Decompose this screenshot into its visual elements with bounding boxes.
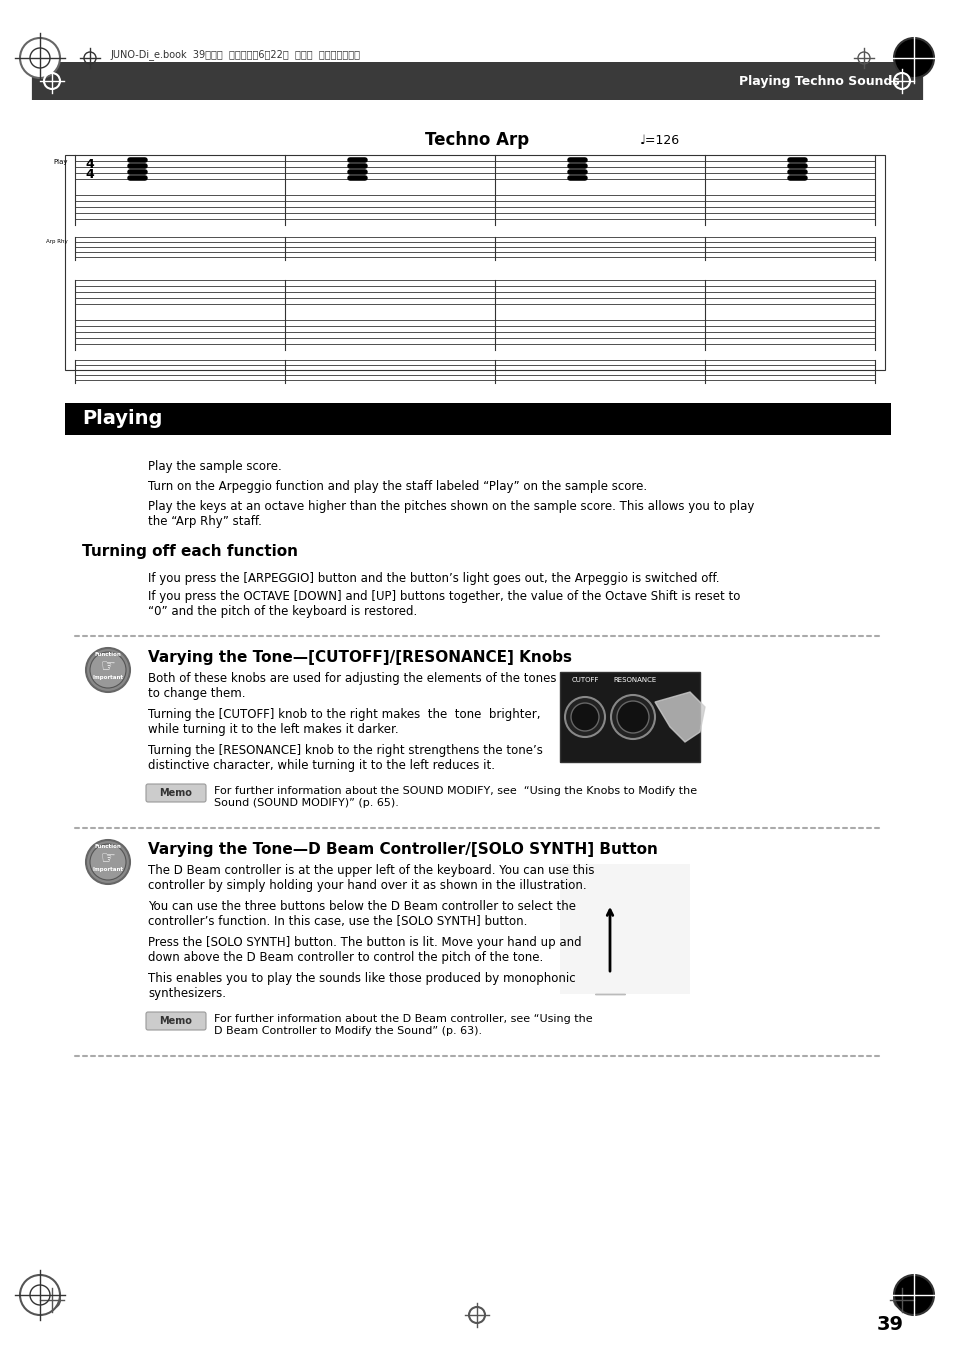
FancyBboxPatch shape [559,865,689,994]
Text: JUNO-Di_e.book  39ページ  ２００９年6月22日  月曜日  午前９時２３分: JUNO-Di_e.book 39ページ ２００９年6月22日 月曜日 午前９時… [110,50,359,61]
Text: Important: Important [92,867,123,873]
Text: Techno Arp: Techno Arp [424,131,529,149]
Text: Function: Function [94,843,121,848]
Circle shape [90,844,126,880]
Circle shape [564,697,604,738]
Text: The D Beam controller is at the upper left of the keyboard. You can use this
con: The D Beam controller is at the upper le… [148,865,594,892]
FancyBboxPatch shape [559,671,700,762]
Text: Memo: Memo [159,788,193,798]
Circle shape [610,694,655,739]
Text: Turning off each function: Turning off each function [82,544,297,559]
Text: Function: Function [94,651,121,657]
Text: For further information about the D Beam controller, see “Using the
D Beam Contr: For further information about the D Beam… [213,1015,592,1036]
Text: For further information about the SOUND MODIFY, see  “Using the Knobs to Modify : For further information about the SOUND … [213,786,697,808]
Text: If you press the [ARPEGGIO] button and the button’s light goes out, the Arpeggio: If you press the [ARPEGGIO] button and t… [148,571,719,585]
Text: If you press the OCTAVE [DOWN] and [UP] buttons together, the value of the Octav: If you press the OCTAVE [DOWN] and [UP] … [148,590,740,617]
FancyBboxPatch shape [146,784,206,802]
Text: CUTOFF: CUTOFF [571,677,598,684]
Circle shape [617,701,648,734]
Text: Turning the [RESONANCE] knob to the right strengthens the tone’s
distinctive cha: Turning the [RESONANCE] knob to the righ… [148,744,542,771]
Circle shape [893,1275,933,1315]
Text: Turning the [CUTOFF] knob to the right makes  the  tone  brighter,
while turning: Turning the [CUTOFF] knob to the right m… [148,708,540,736]
Text: Play: Play [53,159,68,165]
Text: Playing Techno Sounds: Playing Techno Sounds [739,74,899,88]
Text: Press the [SOLO SYNTH] button. The button is lit. Move your hand up and
down abo: Press the [SOLO SYNTH] button. The butto… [148,936,581,965]
Text: You can use the three buttons below the D Beam controller to select the
controll: You can use the three buttons below the … [148,900,576,928]
Text: 39: 39 [876,1316,903,1335]
Text: 4: 4 [86,168,94,181]
Circle shape [86,840,130,884]
Text: ☞: ☞ [100,657,115,676]
Text: Varying the Tone—[CUTOFF]/[RESONANCE] Knobs: Varying the Tone—[CUTOFF]/[RESONANCE] Kn… [148,650,572,665]
Circle shape [90,653,126,688]
FancyBboxPatch shape [146,1012,206,1029]
FancyBboxPatch shape [65,155,884,370]
Text: Play the keys at an octave higher than the pitches shown on the sample score. Th: Play the keys at an octave higher than t… [148,500,754,528]
Circle shape [86,648,130,692]
Text: Turn on the Arpeggio function and play the staff labeled “Play” on the sample sc: Turn on the Arpeggio function and play t… [148,480,646,493]
Text: ☞: ☞ [100,848,115,867]
Text: Important: Important [92,676,123,681]
FancyBboxPatch shape [65,403,890,435]
FancyBboxPatch shape [30,62,923,100]
Text: Memo: Memo [159,1016,193,1025]
Text: Playing: Playing [82,409,162,428]
Text: Both of these knobs are used for adjusting the elements of the tones
to change t: Both of these knobs are used for adjusti… [148,671,556,700]
Text: Arp Rhy: Arp Rhy [46,239,68,245]
Circle shape [20,1275,60,1315]
Text: 4: 4 [86,158,94,170]
Circle shape [893,38,933,78]
Text: This enables you to play the sounds like those produced by monophonic
synthesize: This enables you to play the sounds like… [148,971,575,1000]
Polygon shape [655,692,704,742]
Text: Play the sample score.: Play the sample score. [148,459,281,473]
Circle shape [20,38,60,78]
Text: RESONANCE: RESONANCE [613,677,656,684]
Text: Varying the Tone—D Beam Controller/[SOLO SYNTH] Button: Varying the Tone—D Beam Controller/[SOLO… [148,842,658,857]
Circle shape [571,703,598,731]
Text: ♩=126: ♩=126 [639,134,679,146]
